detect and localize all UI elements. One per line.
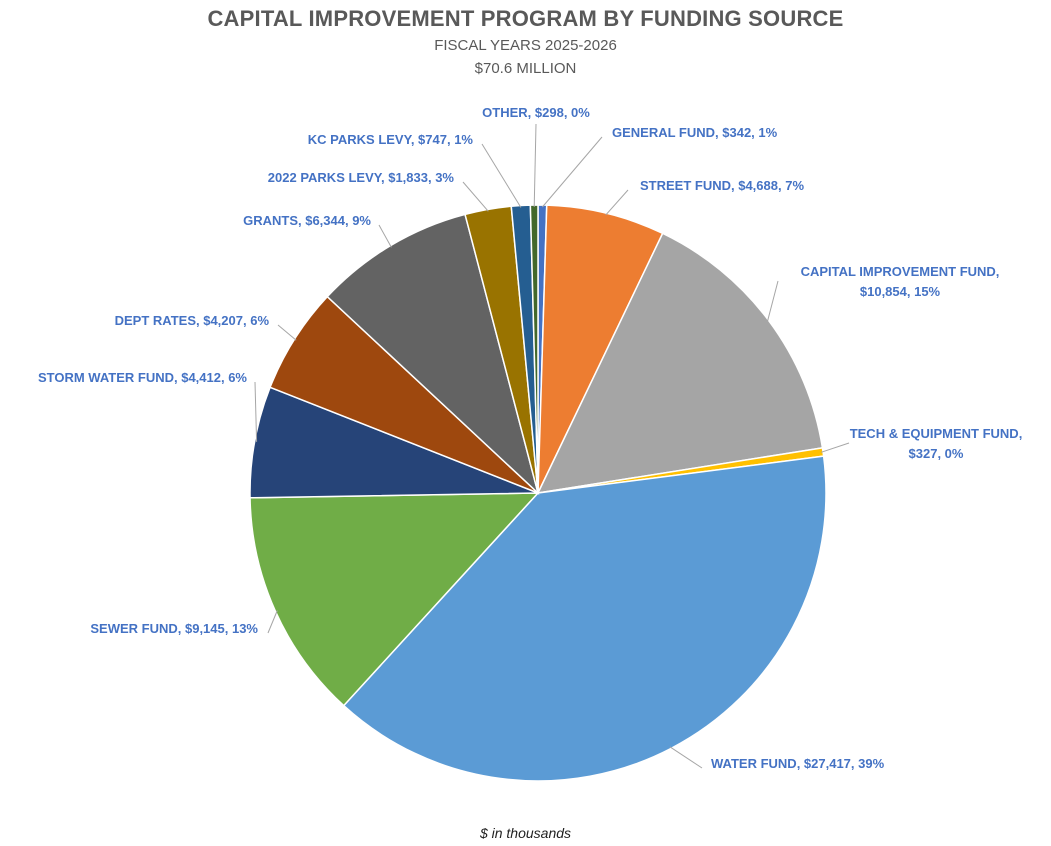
data-label-tech-and-equipment-fund: TECH & EQUIPMENT FUND, $327, 0% [850,426,1023,461]
pie-slice-capital-improvement-fund [536,232,824,494]
chart-footnote: $ in thousands [479,825,572,841]
leader-line-street-fund [605,189,629,216]
data-label-2022-parks-levy: 2022 PARKS LEVY, $1,833, 3% [268,170,455,185]
data-label-water-fund: WATER FUND, $27,417, 39% [711,756,885,771]
leader-line-dept-rates [277,324,297,341]
leader-line-sewer-fund [267,610,278,634]
chart-subtitle-total: $70.6 MILLION [474,60,577,77]
leader-line-water-fund [669,746,703,769]
data-label-storm-water-fund: STORM WATER FUND, $4,412, 6% [38,370,247,385]
leader-lines [254,123,850,769]
data-label-grants: GRANTS, $6,344, 9% [243,213,371,228]
data-label-street-fund: STREET FUND, $4,688, 7% [640,178,804,193]
data-label-capital-improvement-fund: CAPITAL IMPROVEMENT FUND, $10,854, 15% [801,264,1000,299]
chart-title: CAPITAL IMPROVEMENT PROGRAM BY FUNDING S… [207,6,844,31]
data-label-dept-rates: DEPT RATES, $4,207, 6% [115,313,270,328]
pie-slice-street-fund [537,204,664,494]
leader-line-grants [378,224,392,248]
leader-line-storm-water-fund [254,381,258,442]
pie-slices [249,204,827,782]
chart-subtitle-years: FISCAL YEARS 2025-2026 [434,37,617,54]
data-labels: GENERAL FUND, $342, 1% STREET FUND, $4,68… [38,105,1022,771]
leader-line-kc-parks-levy [481,143,522,208]
pie-slice-water-fund [342,455,827,782]
leader-line-capital-improvement-fund [766,280,779,323]
leader-line-2022-parks-levy [462,181,489,212]
leader-line-other [533,123,537,208]
leader-line-tech-and-equipment-fund [820,442,850,453]
data-label-kc-parks-levy: KC PARKS LEVY, $747, 1% [308,132,474,147]
data-label-other: OTHER, $298, 0% [482,105,590,120]
data-label-general-fund: GENERAL FUND, $342, 1% [612,125,778,140]
pie-slice-sewer-fund [249,492,540,707]
data-label-sewer-fund: SEWER FUND, $9,145, 13% [90,621,258,636]
leader-line-general-fund [542,136,603,208]
